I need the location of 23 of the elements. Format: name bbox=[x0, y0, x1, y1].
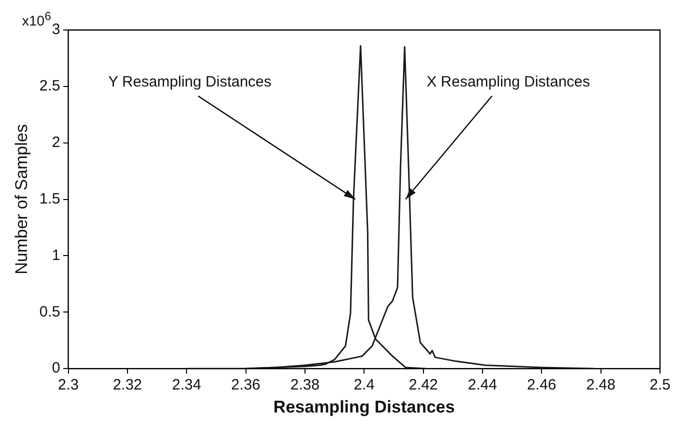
x-axis-title: Resampling Distances bbox=[273, 397, 455, 416]
y-tick-label: 0.5 bbox=[39, 303, 60, 320]
annotation: X Resampling Distances bbox=[426, 74, 590, 91]
x-tick-label: 2.36 bbox=[231, 376, 260, 394]
y-tick-label: 1.5 bbox=[39, 190, 60, 208]
x-tick-label: 2.38 bbox=[290, 376, 320, 394]
y-tick-label: 2.5 bbox=[39, 78, 60, 95]
x-tick-label: 2.5 bbox=[650, 376, 670, 394]
x-tick-label: 2.44 bbox=[468, 376, 498, 394]
x-tick-label: 2.34 bbox=[172, 376, 202, 394]
x-tick-label: 2.42 bbox=[408, 376, 438, 394]
y-axis-title: Number of Samples bbox=[12, 124, 31, 274]
x-tick-label: 2.4 bbox=[354, 376, 375, 394]
x-tick-label: 2.32 bbox=[112, 376, 142, 394]
y-tick-label: 0 bbox=[52, 360, 60, 377]
x-tick-label: 2.48 bbox=[586, 376, 616, 394]
y-tick-label: 3 bbox=[52, 21, 60, 38]
annotation: Y Resampling Distances bbox=[108, 74, 272, 91]
x-tick-label: 2.3 bbox=[58, 376, 79, 394]
x-tick-label: 2.46 bbox=[527, 376, 556, 394]
text: x10$^{6}$ bbox=[22, 10, 52, 29]
y-tick-label: 1 bbox=[52, 246, 60, 264]
y-tick-label: 2 bbox=[52, 134, 60, 152]
